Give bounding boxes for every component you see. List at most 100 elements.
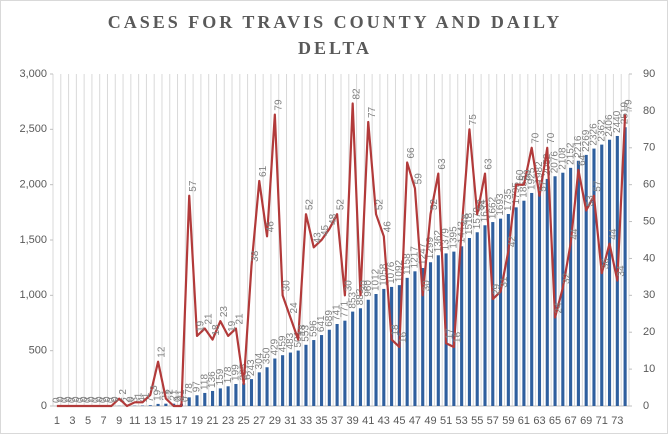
bar-data-label: 1925: [526, 167, 537, 190]
line-data-label: 63: [484, 158, 495, 170]
y-tick-label: 3,000: [19, 68, 47, 80]
x-tick-label: 23: [222, 415, 234, 427]
bar-data-label: 1795: [511, 182, 522, 205]
bar-data-label: 2519: [620, 102, 631, 125]
bar: [569, 167, 573, 406]
x-tick-label: 63: [533, 415, 545, 427]
line-data-label: 60: [523, 169, 534, 181]
bar: [203, 392, 207, 406]
bar: [351, 311, 355, 406]
bar-data-label: 243: [246, 359, 257, 376]
line-data-label: 70: [546, 132, 557, 144]
line-data-label: 16: [453, 331, 464, 343]
line-data-label: 0: [102, 396, 113, 402]
x-tick-label: 61: [518, 415, 530, 427]
line-data-label: 57: [188, 180, 199, 192]
line-data-label: 17: [445, 328, 456, 340]
line-data-label: 52: [336, 199, 347, 211]
bar-data-label: 2440: [612, 110, 623, 133]
bar-data-label: 0: [67, 397, 78, 403]
x-tick-label: 13: [144, 415, 156, 427]
y-tick-label: 2,000: [19, 179, 47, 191]
bar-data-label: 883: [355, 288, 366, 305]
line-data-label: 46: [382, 221, 393, 233]
line-data-label: 0: [87, 396, 98, 402]
bar-data-label: 0: [90, 397, 101, 403]
bar-data-label: 7: [145, 396, 156, 402]
x-tick-label: 7: [101, 415, 107, 427]
bar-data-label: 429: [269, 338, 280, 355]
bar: [460, 246, 464, 406]
x-tick-label: 49: [424, 415, 436, 427]
bar: [491, 222, 495, 406]
y2-tick-label: 90: [643, 68, 655, 80]
line-data-label: 30: [281, 280, 292, 292]
bar-data-label: 1982: [534, 161, 545, 184]
bar: [156, 403, 160, 406]
line-data-label: 0: [63, 396, 74, 402]
line-data-label: 19: [227, 320, 238, 332]
bar: [312, 340, 316, 406]
bar: [211, 390, 215, 406]
line-data-label: 21: [203, 313, 214, 325]
x-tick-label: 53: [456, 415, 468, 427]
line-data-label: 43: [312, 232, 323, 244]
line-data-label: 6: [242, 374, 253, 380]
bar: [436, 255, 440, 406]
x-tick-label: 21: [206, 415, 218, 427]
line-data-label: 1: [133, 392, 144, 398]
bar: [195, 395, 199, 406]
bar-data-label: 0: [106, 397, 117, 403]
line-data-label: 0: [172, 396, 183, 402]
bar-data-label: 350: [262, 347, 273, 364]
bar: [187, 397, 191, 406]
line-data-label: 79: [273, 99, 284, 111]
bar: [584, 154, 588, 406]
line-data-label: 52: [429, 199, 440, 211]
bar-data-label: 0: [98, 397, 109, 403]
line-data-label: 30: [344, 280, 355, 292]
bar: [452, 251, 456, 406]
bar-data-label: 159: [215, 368, 226, 385]
x-tick-label: 27: [253, 415, 265, 427]
x-tick-label: 39: [347, 415, 359, 427]
x-tick-label: 5: [85, 415, 91, 427]
y-tick-label: 2,500: [19, 123, 47, 135]
bar-data-label: 2076: [550, 151, 561, 174]
line-data-label: 16: [398, 331, 409, 343]
y2-tick-label: 50: [643, 215, 655, 227]
bar-data-label: 1299: [425, 237, 436, 260]
x-tick-label: 71: [596, 415, 608, 427]
bar-data-label: 0: [83, 397, 94, 403]
bar-data-label: 1518: [464, 212, 475, 235]
x-tick-label: 3: [69, 415, 75, 427]
x-tick-label: 11: [129, 415, 140, 427]
bar: [514, 207, 518, 406]
bar: [600, 144, 604, 406]
line-data-label: 52: [375, 199, 386, 211]
line-data-label: 30: [421, 280, 432, 292]
bar: [374, 294, 378, 406]
bar-data-label: 1076: [386, 261, 397, 284]
line-data-label: 21: [235, 313, 246, 325]
bar-data-label: 459: [277, 335, 288, 352]
bar: [421, 267, 425, 406]
line-data-label: 57: [593, 180, 604, 192]
line-data-label: 61: [258, 165, 269, 177]
bar-data-label: 2326: [589, 123, 600, 146]
line-data-label: 57: [538, 180, 549, 192]
bar-data-label: 19: [153, 389, 164, 401]
x-tick-label: 55: [471, 415, 483, 427]
chart-title: CASES FOR TRAVIS COUNTY AND DAILY DELTA: [107, 12, 563, 58]
line-data-label: 0: [94, 396, 105, 402]
bar-data-label: 199: [231, 364, 242, 381]
line-data-label: 46: [266, 221, 277, 233]
x-tick-label: 17: [175, 415, 187, 427]
line-data-label: 38: [250, 250, 261, 262]
line-data-label: 0: [110, 396, 121, 402]
bar-data-label: 2108: [557, 147, 568, 170]
bar-data-label: 1247: [417, 242, 428, 265]
bar: [530, 192, 534, 406]
line-data-label: 48: [460, 213, 471, 225]
